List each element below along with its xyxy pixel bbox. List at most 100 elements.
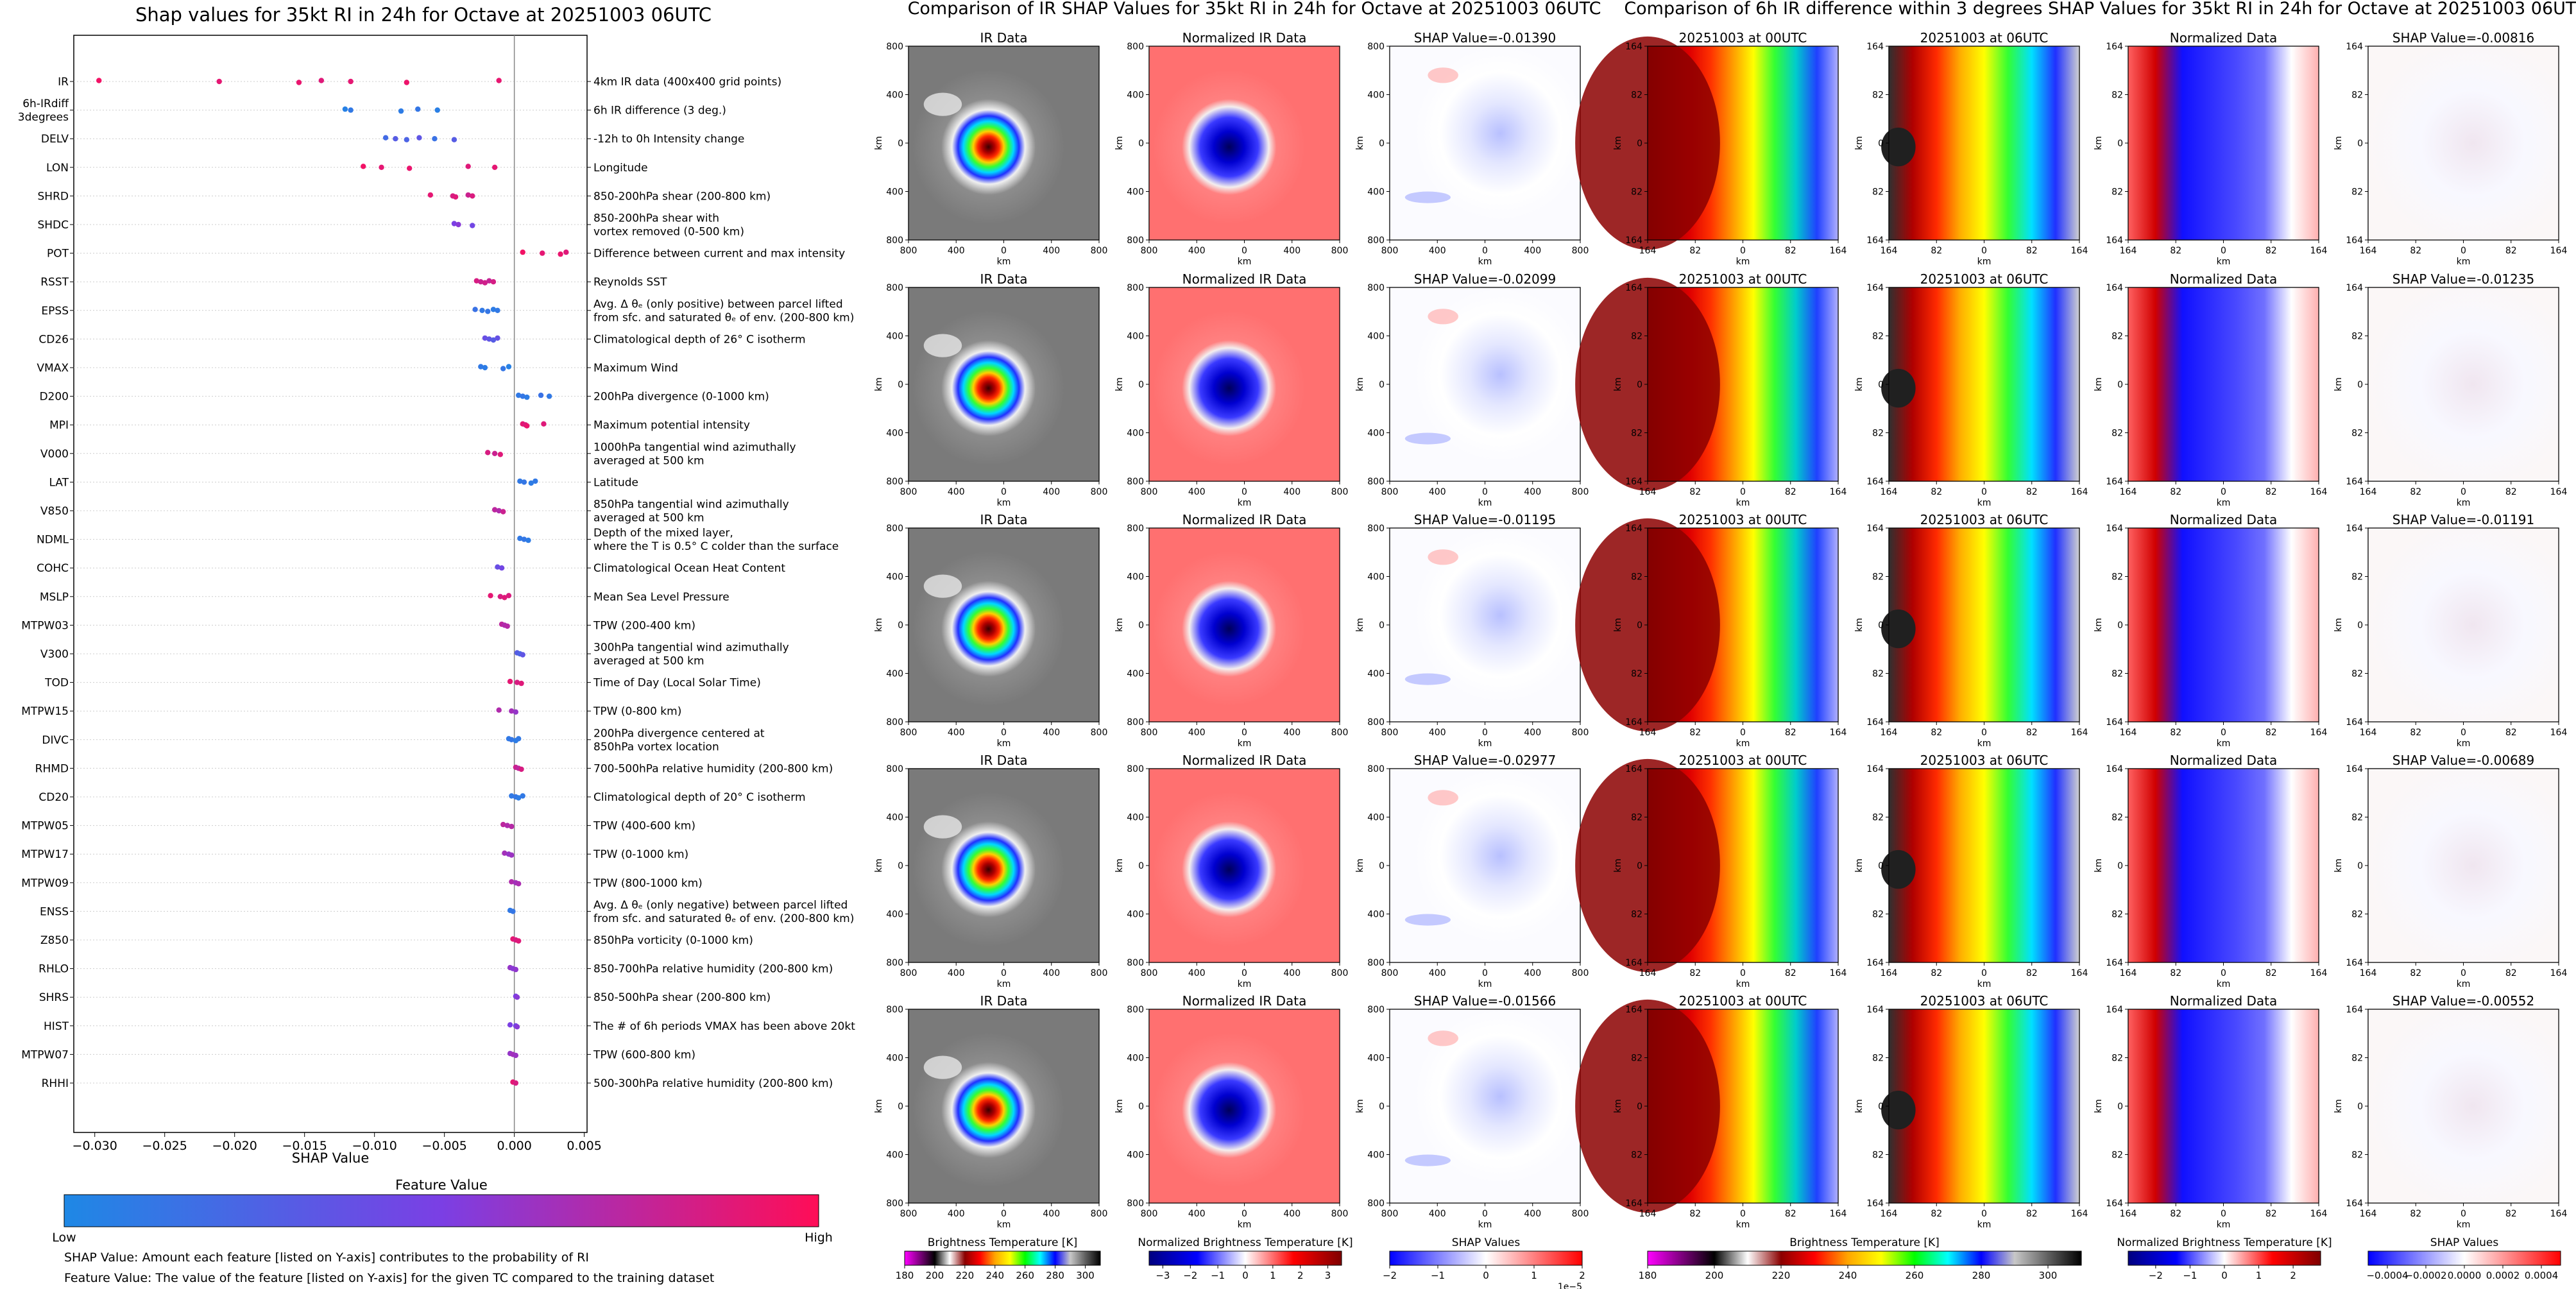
shap-point [451,221,457,226]
feature-label: V850 [40,505,69,518]
xtick-label: 400 [1043,1209,1060,1219]
colorbar-tick-label: 300 [2039,1270,2058,1281]
xtick-label: 800 [1381,246,1399,256]
ytick-label: 0 [1637,620,1642,631]
feature-description: Avg. Δ θₑ (only negative) between parcel… [593,899,848,912]
feature-description: 200hPa divergence (0-1000 km) [593,391,769,404]
ytick-label: 400 [886,910,903,920]
shap-image-fill [1390,769,1580,962]
xtick-label: 400 [1524,246,1541,256]
xtick-label: 82 [2265,246,2277,256]
cloud-feature [923,815,962,839]
feature-description: TPW (0-800 km) [593,705,681,718]
ytick-label: 800 [1367,1199,1385,1209]
ytick-label: 164 [1866,524,1884,534]
ytick-label: 400 [886,332,903,342]
feature-description: 700-500hPa relative humidity (200-800 km… [593,762,833,775]
y-axis-label: km [1854,858,1864,873]
shap-image-fill [1390,1009,1580,1203]
ytick-label: 800 [1367,477,1385,487]
xtick-label: 164 [2360,487,2377,497]
feature-description: The # of 6h periods VMAX has been above … [593,1020,855,1033]
ytick-label: 400 [886,572,903,583]
ytick-label: 0 [1138,139,1144,149]
diff-image-fill [1889,769,2079,962]
ytick-label: 800 [886,1005,903,1015]
shap-point [482,280,488,286]
ytick-label: 82 [1872,332,1884,342]
shap-point [500,821,506,828]
xtick-label: 164 [1639,487,1657,497]
xtick-label: 164 [2071,246,2088,256]
shap-image-fill [1390,46,1580,240]
xtick-label: 82 [1689,1209,1701,1219]
shap-point [513,1080,519,1086]
colorbar-label: Normalized Brightness Temperature [K] [1138,1236,1352,1249]
ytick-label: 0 [898,861,903,871]
ytick-label: 0 [2117,1102,2123,1112]
y-axis-label: km [1854,377,1864,391]
xtick-label: 0 [2461,246,2466,256]
ytick-label: 0 [898,139,903,149]
diff-image-fill [2128,46,2319,240]
panel-title: 20251003 at 06UTC [1920,753,2049,768]
ytick-label: 82 [1872,187,1884,198]
feature-description: Difference between current and max inten… [593,248,845,260]
ytick-label: 82 [2351,1150,2363,1161]
xtick-label: 800 [900,728,917,738]
colorbars: Brightness Temperature [K]180 200 220 240 26… [896,1236,2561,1289]
xtick-label: 800 [1141,728,1158,738]
xtick-label: 800 [1091,487,1108,497]
shap-point [490,307,497,312]
shap-point [509,823,515,830]
y-axis-label: km [1114,1099,1125,1113]
xtick-label: 82 [2505,728,2517,738]
shap-point [488,593,493,599]
ytick-label: 0 [1878,1102,1884,1112]
colorbar-tick-label: −3 [1156,1270,1170,1281]
xtick-label: 400 [1188,487,1206,497]
xtick-label: 0 [1241,1209,1247,1219]
ytick-label: 400 [1127,90,1144,101]
colorbar-tick-label: 0.0002 [2486,1270,2520,1281]
xtick-label: 0 [1981,487,1987,497]
feature-label: D200 [39,391,69,404]
shap-point [490,337,497,343]
colorbar-tick-label: −0.0004 [2366,1270,2408,1281]
shap-point [563,249,569,255]
shap-point [504,623,510,629]
shap-point [509,793,515,799]
feature-label: MPI [49,419,69,432]
xtick-label: 0 [2221,728,2226,738]
xtick-label: 0 [2461,728,2466,738]
feature-label: LAT [49,476,69,489]
swarm-x-label: SHAP Value [292,1150,370,1166]
swarm-axes-frame [73,35,588,1133]
xtick-label: 164 [1881,246,1898,256]
colorbar-gradient [1647,1251,2082,1266]
xtick-label: 164 [2360,246,2377,256]
ytick-label: 800 [1127,958,1144,968]
y-axis-label: km [874,377,884,391]
xtick-label: 164 [2550,487,2568,497]
ytick-label: 82 [1631,669,1642,679]
shap-point [502,850,508,856]
xtick-label: 800 [900,1209,917,1219]
xtick-label: 400 [1283,246,1301,256]
shap-negative-patch [1404,673,1451,685]
xtick-label: 82 [2170,968,2181,978]
xtick-label: 800 [1331,728,1349,738]
xtick-label: 82 [1785,246,1796,256]
xtick-label: 800 [1091,968,1108,978]
shap-point [515,795,522,801]
xtick-label: 0 [2461,487,2466,497]
feature-label: SHRS [39,991,69,1004]
ytick-label: 164 [1866,1199,1884,1209]
x-axis-label: km [2457,979,2471,989]
feature-description: 850hPa vorticity (0-1000 km) [593,934,753,947]
panel-title: 20251003 at 06UTC [1920,30,2049,46]
